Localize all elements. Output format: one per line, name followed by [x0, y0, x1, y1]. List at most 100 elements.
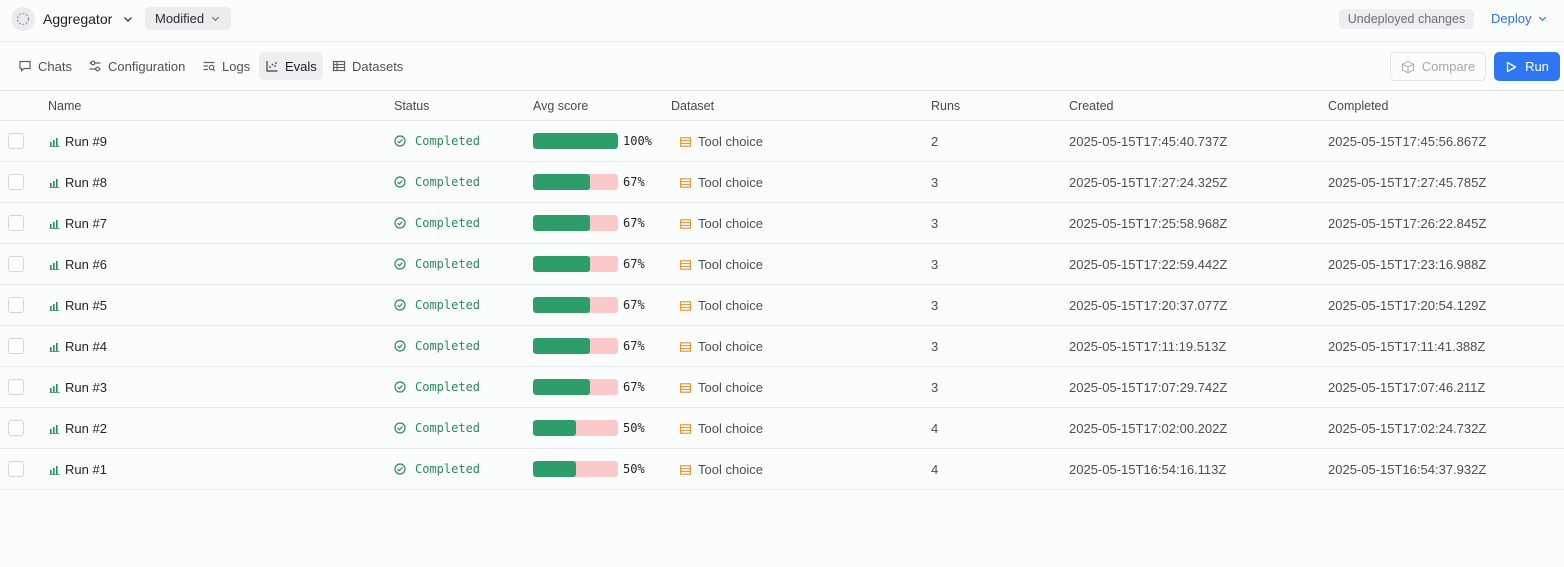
row-checkbox[interactable]: [8, 379, 24, 395]
top-bar: Aggregator Modified Undeployed changes D…: [0, 0, 1564, 42]
run-name-cell[interactable]: Run #5: [49, 298, 107, 313]
run-name-cell[interactable]: Run #9: [49, 134, 107, 149]
status-label: Completed: [415, 175, 481, 189]
compare-button[interactable]: Compare: [1390, 52, 1486, 81]
column-header-runs[interactable]: Runs: [931, 99, 961, 113]
app-avatar[interactable]: [11, 7, 35, 31]
deploy-button[interactable]: Deploy: [1491, 11, 1548, 26]
run-name-cell[interactable]: Run #8: [49, 175, 107, 190]
status-cell: Completed: [394, 462, 480, 476]
score-bar-fill: [533, 215, 590, 231]
status-cell: Completed: [394, 175, 480, 189]
run-name-cell[interactable]: Run #6: [49, 257, 107, 272]
table-row[interactable]: Run #7 Completed 67% Tool choice 3 2025-…: [0, 203, 1564, 244]
dataset-cell[interactable]: Tool choice: [680, 134, 763, 149]
bar-chart-icon: [49, 179, 60, 188]
undeployed-changes-label: Undeployed changes: [1347, 12, 1466, 26]
table-row[interactable]: Run #9 Completed 100% Tool choice 2 2025…: [0, 121, 1564, 162]
dataset-table-icon: [680, 341, 691, 352]
tab-datasets[interactable]: Datasets: [326, 52, 409, 80]
bar-chart-icon: [49, 384, 60, 393]
score-bar: [533, 297, 618, 313]
table-row[interactable]: Run #6 Completed 67% Tool choice 3 2025-…: [0, 244, 1564, 285]
column-header-created[interactable]: Created: [1069, 99, 1114, 113]
row-checkbox[interactable]: [8, 420, 24, 436]
column-header-avg-score[interactable]: Avg score: [533, 99, 589, 113]
score-bar-fill: [533, 133, 618, 149]
table-row[interactable]: Run #3 Completed 67% Tool choice 3 2025-…: [0, 367, 1564, 408]
score-label: 67%: [623, 257, 645, 271]
created-timestamp: 2025-05-15T17:07:29.742Z: [1069, 380, 1228, 395]
evals-table: Name Status Avg score Dataset Runs Creat…: [0, 91, 1564, 490]
score-bar: [533, 133, 618, 149]
row-checkbox[interactable]: [8, 174, 24, 190]
runs-count: 3: [931, 257, 939, 272]
table-row[interactable]: Run #2 Completed 50% Tool choice 4 2025-…: [0, 408, 1564, 449]
runs-count: 4: [931, 421, 939, 436]
score-bar: [533, 215, 618, 231]
chevron-down-icon[interactable]: [122, 13, 134, 25]
tab-evals[interactable]: Evals: [259, 52, 323, 80]
undeployed-changes-badge: Undeployed changes: [1339, 9, 1474, 29]
status-cell: Completed: [394, 216, 480, 230]
table-row[interactable]: Run #8 Completed 67% Tool choice 3 2025-…: [0, 162, 1564, 203]
cube-icon: [1401, 60, 1414, 73]
score-bar-fill: [533, 461, 576, 477]
version-status-dropdown[interactable]: Modified: [145, 7, 231, 30]
run-name: Run #8: [65, 175, 107, 190]
column-header-dataset[interactable]: Dataset: [671, 99, 715, 113]
runs-count: 3: [931, 216, 939, 231]
runs-count: 2: [931, 134, 939, 149]
run-name: Run #7: [65, 216, 107, 231]
run-name-cell[interactable]: Run #3: [49, 380, 107, 395]
dataset-cell[interactable]: Tool choice: [680, 216, 763, 231]
dataset-table-icon: [680, 136, 691, 147]
score-bar: [533, 256, 618, 272]
tab-bar: Chats Configuration Logs Evals: [0, 43, 1564, 91]
tab-label: Chats: [38, 58, 72, 74]
dataset-cell[interactable]: Tool choice: [680, 380, 763, 395]
completed-timestamp: 2025-05-15T17:07:46.211Z: [1328, 380, 1486, 395]
table-row[interactable]: Run #5 Completed 67% Tool choice 3 2025-…: [0, 285, 1564, 326]
run-name-cell[interactable]: Run #7: [49, 216, 107, 231]
dataset-table-icon: [680, 300, 691, 311]
status-cell: Completed: [394, 134, 480, 148]
row-checkbox[interactable]: [8, 256, 24, 272]
dataset-cell[interactable]: Tool choice: [680, 257, 763, 272]
run-name-cell[interactable]: Run #4: [49, 339, 107, 354]
column-header-status[interactable]: Status: [394, 99, 430, 113]
row-checkbox[interactable]: [8, 297, 24, 313]
dataset-name: Tool choice: [698, 298, 764, 313]
app-name[interactable]: Aggregator: [43, 11, 113, 27]
dataset-table-icon: [680, 259, 691, 270]
tab-label: Configuration: [108, 58, 186, 74]
row-checkbox[interactable]: [8, 338, 24, 354]
dataset-cell[interactable]: Tool choice: [680, 175, 763, 190]
table-body: Run #9 Completed 100% Tool choice 2 2025…: [0, 121, 1564, 490]
dataset-name: Tool choice: [698, 462, 764, 477]
dataset-cell[interactable]: Tool choice: [680, 339, 763, 354]
dataset-table-icon: [680, 423, 691, 434]
column-header-name[interactable]: Name: [48, 99, 82, 113]
run-name-cell[interactable]: Run #2: [49, 421, 107, 436]
row-checkbox[interactable]: [8, 461, 24, 477]
dataset-cell[interactable]: Tool choice: [680, 462, 763, 477]
column-header-completed[interactable]: Completed: [1328, 99, 1389, 113]
dataset-table-icon: [680, 382, 691, 393]
run-button[interactable]: Run: [1494, 52, 1560, 81]
tab-configuration[interactable]: Configuration: [82, 52, 191, 80]
table-row[interactable]: Run #4 Completed 67% Tool choice 3 2025-…: [0, 326, 1564, 367]
dataset-cell[interactable]: Tool choice: [680, 298, 763, 313]
run-name-cell[interactable]: Run #1: [49, 462, 107, 477]
dataset-table-icon: [680, 464, 691, 475]
dataset-cell[interactable]: Tool choice: [680, 421, 763, 436]
run-name: Run #4: [65, 339, 107, 354]
tab-logs[interactable]: Logs: [196, 52, 256, 80]
row-checkbox[interactable]: [8, 133, 24, 149]
dataset-name: Tool choice: [698, 216, 764, 231]
table-row[interactable]: Run #1 Completed 50% Tool choice 4 2025-…: [0, 449, 1564, 490]
row-checkbox[interactable]: [8, 215, 24, 231]
bar-chart-icon: [49, 425, 60, 434]
table-header: Name Status Avg score Dataset Runs Creat…: [0, 91, 1564, 121]
tab-chats[interactable]: Chats: [12, 52, 78, 80]
